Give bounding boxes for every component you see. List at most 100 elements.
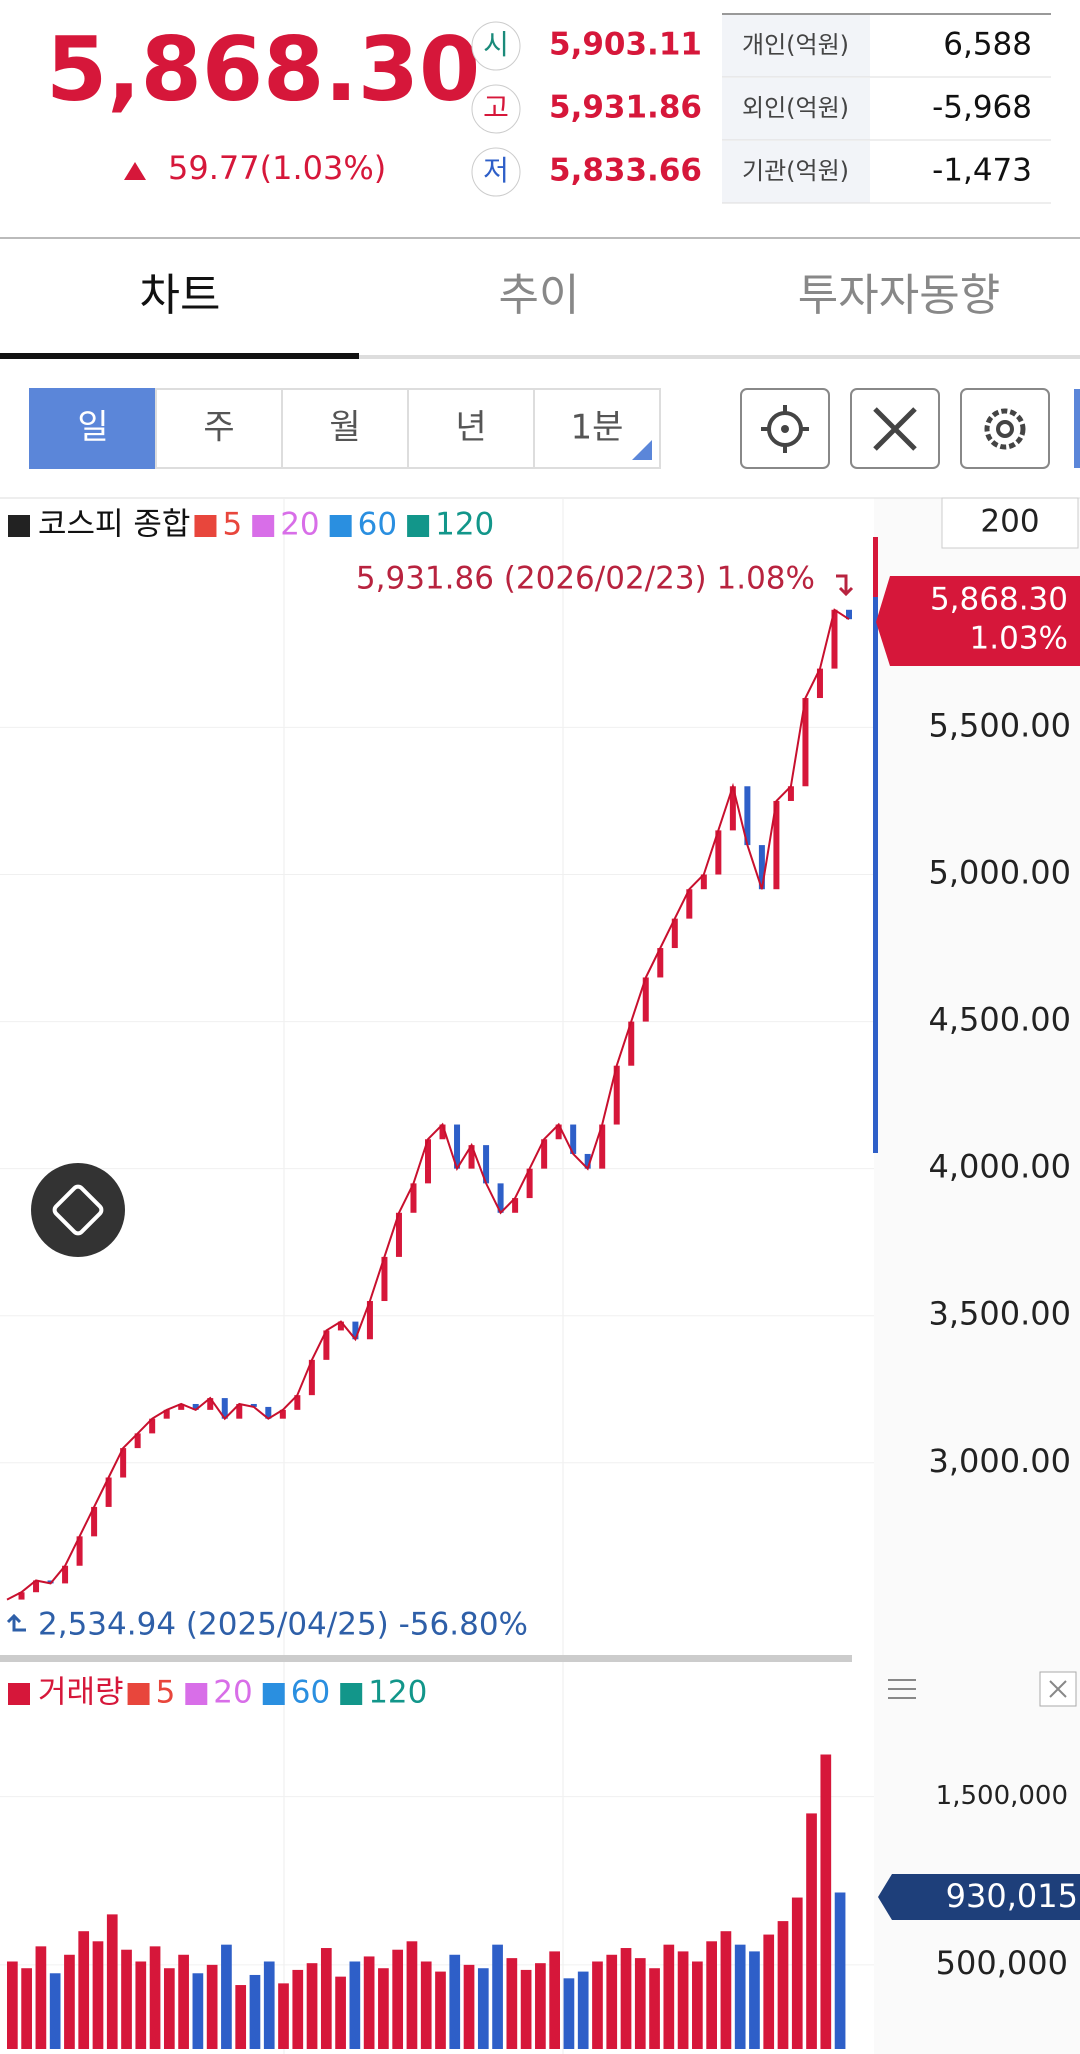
investor-value: 6,588 — [943, 27, 1032, 63]
volume-bar — [820, 1754, 832, 2049]
candle — [744, 786, 751, 846]
ma-swatch — [329, 515, 352, 537]
candle — [192, 1403, 199, 1410]
tab[interactable]: 추이 — [499, 270, 580, 321]
candle — [671, 918, 678, 949]
ma-label: 120 — [435, 507, 494, 543]
volume-bar — [92, 1941, 104, 2049]
volume-bar — [221, 1944, 232, 2049]
volume-bar — [278, 1983, 289, 2049]
candle — [642, 977, 649, 1022]
volume-tag — [878, 1874, 1080, 1920]
zoom-box[interactable] — [941, 497, 1079, 549]
volume-bar — [420, 1961, 432, 2049]
menu-icon[interactable] — [888, 1679, 916, 1699]
high-arrow — [836, 574, 854, 597]
ma-label: 5 — [222, 507, 242, 543]
candle — [657, 948, 664, 978]
current-price: 5,868.30 — [46, 18, 480, 121]
close-icon — [1049, 1680, 1067, 1698]
candle — [846, 609, 852, 620]
up-arrow — [124, 162, 146, 180]
volume-bar — [577, 1971, 589, 2049]
scrollbar — [0, 1655, 852, 1662]
volume-bar — [363, 1956, 375, 2049]
volume-bar — [692, 1961, 703, 2049]
tab[interactable]: 투자자동향 — [798, 270, 1000, 321]
ma-swatch — [185, 1683, 208, 1705]
candle — [758, 845, 765, 890]
volume-bar — [549, 1951, 561, 2049]
rotate-button[interactable] — [31, 1163, 125, 1257]
period-button[interactable] — [281, 388, 409, 469]
candle — [497, 1183, 504, 1213]
volume-bar — [649, 1968, 660, 2049]
volume-bar — [64, 1954, 75, 2049]
zoom-value: 200 — [980, 504, 1039, 540]
period-more — [632, 440, 652, 460]
y-tick-label: 5,000.00 — [929, 854, 1072, 892]
tool-button[interactable] — [960, 388, 1050, 469]
candle — [120, 1448, 127, 1478]
candle — [468, 1145, 475, 1169]
period-label: 주 — [203, 408, 234, 448]
range-bar-red — [873, 537, 878, 597]
volume-bar — [178, 1954, 189, 2049]
y-tick-label: 3,000.00 — [929, 1442, 1072, 1480]
volume-bar — [335, 1976, 346, 2049]
ohl-badge — [471, 147, 521, 197]
candle — [207, 1398, 214, 1410]
candle — [33, 1580, 40, 1593]
tab[interactable]: 차트 — [140, 270, 221, 321]
volume-bar — [235, 1985, 247, 2049]
volume-bar — [249, 1974, 261, 2049]
volume-bar — [806, 1813, 817, 2049]
volume-bar — [192, 1973, 204, 2049]
ma-label: 60 — [358, 507, 397, 543]
candle — [294, 1395, 301, 1410]
ma-swatch — [340, 1683, 363, 1705]
candle — [773, 800, 780, 890]
volume-bar — [292, 1969, 304, 2049]
volume-bar — [706, 1941, 717, 2049]
volume-bar — [506, 1958, 518, 2049]
period-label: 일 — [77, 408, 108, 448]
label-cell — [722, 15, 870, 77]
ma-swatch — [407, 515, 430, 537]
volume-bar — [378, 1968, 389, 2049]
volume-bar — [135, 1961, 147, 2049]
low-arrow — [6, 1613, 26, 1632]
volume-bar — [206, 1964, 218, 2049]
ma-swatch — [194, 515, 217, 537]
volume-bar — [734, 1944, 746, 2049]
candle — [584, 1153, 591, 1169]
candle — [236, 1403, 243, 1419]
ma-swatch — [127, 1683, 150, 1705]
crosshair-lines — [761, 405, 809, 453]
ma-label: 60 — [291, 1675, 330, 1711]
tool-edge — [1074, 389, 1080, 468]
period-label: 월 — [329, 408, 360, 448]
legend-swatch — [8, 515, 30, 537]
candle — [454, 1124, 461, 1169]
ohl-label: 고 — [483, 91, 509, 124]
volume-bar — [763, 1934, 775, 2049]
period-button[interactable] — [155, 388, 283, 469]
volume-bar — [78, 1931, 90, 2049]
period-button[interactable] — [407, 388, 535, 469]
candle — [729, 786, 736, 831]
period-label: 1분 — [571, 408, 624, 448]
candle — [512, 1198, 519, 1213]
volume-bar — [149, 1946, 161, 2049]
candle — [381, 1256, 388, 1302]
erase-icon — [873, 407, 917, 451]
y-tick-label: 3,500.00 — [929, 1295, 1072, 1333]
volume-bar — [834, 1892, 846, 2049]
last-change: 1.03% — [970, 621, 1068, 657]
tab-track — [0, 355, 1080, 359]
volume-bar — [749, 1951, 760, 2049]
period-button[interactable] — [29, 388, 157, 469]
ma-label: 20 — [280, 507, 319, 543]
volume-bar — [663, 1944, 675, 2049]
